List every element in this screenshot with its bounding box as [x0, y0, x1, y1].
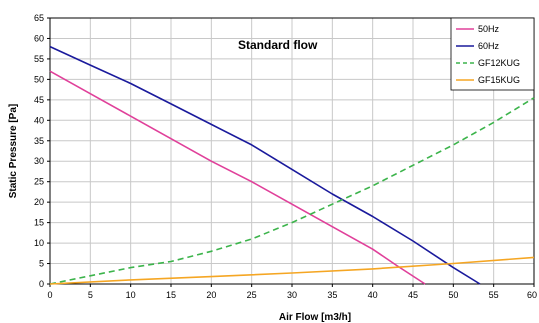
- y-tick-label: 0: [39, 279, 44, 289]
- y-tick-label: 40: [34, 115, 44, 125]
- series-lines: [49, 45, 535, 285]
- legend-label: GF15KUG: [478, 75, 520, 85]
- y-tick-label: 50: [34, 74, 44, 84]
- x-tick-label: 40: [368, 290, 378, 300]
- y-tick-label: 35: [34, 136, 44, 146]
- y-tick-label: 25: [34, 177, 44, 187]
- y-axis-ticks: 0 5 10 15 20 25 30 35 40 45 50 55 60 65: [34, 13, 50, 289]
- x-tick-label: 60: [527, 290, 537, 300]
- chart-title: Standard flow: [238, 38, 318, 52]
- series-line-50hz: [49, 70, 426, 285]
- legend-label: 50Hz: [478, 24, 500, 34]
- x-tick-label: 25: [247, 290, 257, 300]
- y-tick-label: 20: [34, 197, 44, 207]
- x-tick-label: 15: [166, 290, 176, 300]
- series-line-gf15kug: [49, 256, 535, 285]
- y-tick-label: 10: [34, 238, 44, 248]
- y-tick-label: 45: [34, 95, 44, 105]
- legend-label: GF12KUG: [478, 58, 520, 68]
- x-tick-label: 20: [206, 290, 216, 300]
- legend-label: 60Hz: [478, 41, 500, 51]
- x-tick-label: 10: [126, 290, 136, 300]
- x-axis-ticks: 0 5 10 15 20 25 30 35 40 45 50 55 60: [47, 284, 537, 300]
- y-tick-label: 15: [34, 218, 44, 228]
- legend: 50Hz 60Hz GF12KUG GF15KUG: [450, 17, 535, 91]
- y-tick-label: 60: [34, 33, 44, 43]
- x-tick-label: 55: [489, 290, 499, 300]
- x-tick-label: 0: [47, 290, 52, 300]
- x-tick-label: 5: [88, 290, 93, 300]
- y-axis-title: Static Pressure [Pa]: [8, 104, 19, 199]
- x-tick-label: 45: [408, 290, 418, 300]
- y-tick-label: 5: [39, 259, 44, 269]
- series-line-gf12kug: [49, 97, 535, 285]
- x-tick-label: 50: [448, 290, 458, 300]
- y-tick-label: 30: [34, 156, 44, 166]
- y-tick-label: 55: [34, 54, 44, 64]
- x-tick-label: 30: [287, 290, 297, 300]
- y-tick-label: 65: [34, 13, 44, 23]
- legend-box: [450, 17, 535, 91]
- series-line-60hz: [49, 45, 481, 285]
- x-tick-label: 35: [327, 290, 337, 300]
- x-axis-title: Air Flow [m3/h]: [279, 312, 351, 323]
